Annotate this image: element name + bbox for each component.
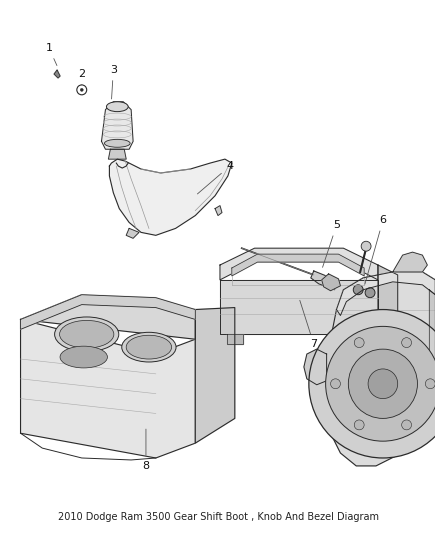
Circle shape <box>402 338 412 348</box>
Ellipse shape <box>55 317 119 352</box>
Ellipse shape <box>60 320 114 348</box>
Polygon shape <box>126 229 139 238</box>
Polygon shape <box>21 295 195 329</box>
Polygon shape <box>109 149 126 159</box>
Circle shape <box>402 420 412 430</box>
Polygon shape <box>355 334 371 344</box>
Circle shape <box>425 379 435 389</box>
Ellipse shape <box>60 346 107 368</box>
Circle shape <box>309 310 438 458</box>
Circle shape <box>361 241 371 251</box>
Text: 3: 3 <box>110 65 117 99</box>
Polygon shape <box>195 308 235 443</box>
Polygon shape <box>21 319 195 458</box>
Circle shape <box>368 369 398 399</box>
Polygon shape <box>220 280 378 334</box>
Ellipse shape <box>105 139 130 147</box>
Polygon shape <box>304 349 327 385</box>
Polygon shape <box>110 159 232 236</box>
Text: 6: 6 <box>365 215 386 284</box>
Circle shape <box>325 326 438 441</box>
Text: 1: 1 <box>46 43 57 66</box>
Circle shape <box>331 379 340 389</box>
Text: 4: 4 <box>198 161 233 194</box>
Polygon shape <box>321 274 340 290</box>
Ellipse shape <box>126 335 172 359</box>
Text: 5: 5 <box>322 221 340 268</box>
Ellipse shape <box>122 332 176 362</box>
Text: 7: 7 <box>300 300 318 349</box>
Polygon shape <box>429 290 435 407</box>
Polygon shape <box>54 70 60 78</box>
Polygon shape <box>220 248 378 280</box>
Text: 2010 Dodge Ram 3500 Gear Shift Boot , Knob And Bezel Diagram: 2010 Dodge Ram 3500 Gear Shift Boot , Kn… <box>59 512 379 522</box>
Circle shape <box>80 88 83 91</box>
Circle shape <box>365 288 375 297</box>
Polygon shape <box>215 206 222 215</box>
Polygon shape <box>311 271 336 290</box>
Polygon shape <box>232 254 364 276</box>
Ellipse shape <box>106 102 128 111</box>
Circle shape <box>354 420 364 430</box>
Text: 8: 8 <box>142 429 149 471</box>
Circle shape <box>348 349 417 418</box>
Polygon shape <box>21 295 195 339</box>
Circle shape <box>354 338 364 348</box>
Polygon shape <box>227 334 243 344</box>
Polygon shape <box>327 272 435 466</box>
Circle shape <box>353 285 363 295</box>
Polygon shape <box>393 252 427 272</box>
Polygon shape <box>102 102 133 149</box>
Text: 2: 2 <box>78 69 85 85</box>
Polygon shape <box>336 272 435 316</box>
Polygon shape <box>378 265 398 334</box>
